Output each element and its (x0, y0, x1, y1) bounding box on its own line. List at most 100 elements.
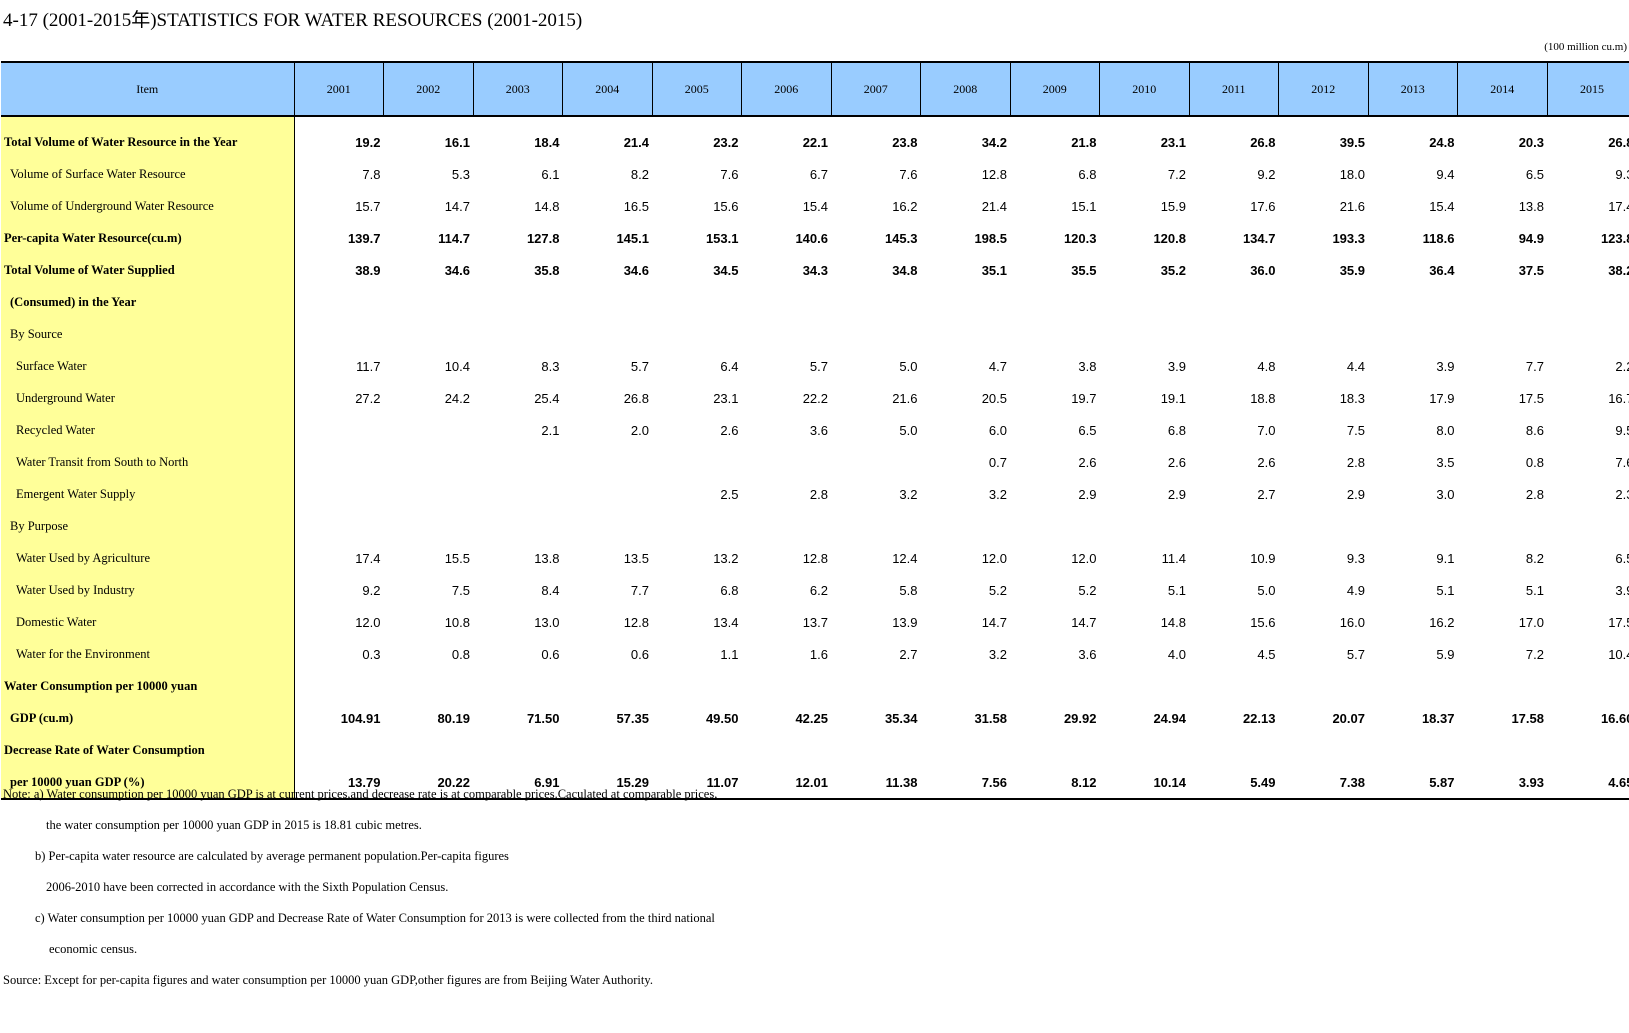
table-cell: 23.1 (1160, 135, 1186, 150)
table-cell (831, 318, 921, 350)
table-cell: 5.2 (1078, 582, 1097, 598)
row-label: Emergent Water Supply (1, 478, 295, 510)
table-cell: 6.0 (988, 422, 1007, 438)
table-cell: 3.9 (1167, 358, 1186, 374)
table-cell: 6.5 (1615, 550, 1629, 566)
table-row: Surface Water 11.7 10.4 8.3 5.7 6.4 5.7 5.0 4.7 3… (1, 350, 1629, 382)
table-cell: 4.0 (1167, 646, 1186, 662)
table-cell: 9.3 (1346, 550, 1365, 566)
table-row: Domestic Water 12.0 10.8 13.0 12.8 13.4 13.7 13… (1, 606, 1629, 638)
table-cell (384, 318, 474, 350)
table-cell: 12.8 (802, 550, 828, 566)
table-cell: 17.4 (1608, 198, 1629, 214)
table-cell: 3.93 (1457, 766, 1547, 800)
table-row: By Purpose (1, 510, 1629, 542)
table-cell: 19.1 (1160, 390, 1186, 406)
table-cell (652, 670, 742, 702)
column-header-year: 2011 (1188, 61, 1279, 117)
table-cell: 11.4 (1161, 550, 1186, 566)
table-cell: 2.2 (1615, 358, 1629, 374)
table-cell (1279, 734, 1369, 766)
table-cell: 22.1 (802, 135, 828, 150)
table-row: Underground Water 27.2 24.2 25.4 26.8 23.1 22.… (1, 382, 1629, 414)
table-cell: 12.8 (623, 614, 649, 630)
table-cell (1368, 670, 1458, 702)
table-cell: 5.0 (899, 422, 918, 438)
table-cell (563, 478, 653, 510)
column-header-year: 2014 (1457, 61, 1547, 117)
row-label: Per-capita Water Resource(cu.m) (1, 222, 295, 254)
table-cell: 42.25 (795, 710, 828, 726)
table-cell (831, 734, 921, 766)
table-cell: 10.14 (1099, 766, 1189, 800)
table-cell: 39.5 (1339, 135, 1365, 150)
table-cell: 8.6 (1525, 422, 1544, 438)
table-cell: 22.2 (802, 390, 828, 406)
table-cell (1279, 286, 1369, 318)
table-cell: 5.7 (809, 358, 828, 374)
table-cell: 7.5 (1346, 422, 1365, 438)
table-cell: 15.4 (802, 198, 828, 214)
table-cell: 15.29 (562, 766, 652, 800)
table-cell: 35.2 (1160, 262, 1186, 278)
table-cell: 2.7 (1257, 486, 1276, 502)
table-cell (1100, 318, 1190, 350)
table-cell: 29.92 (1063, 710, 1097, 726)
table-cell: 13.8 (534, 550, 560, 566)
table-cell: 23.2 (713, 135, 739, 150)
row-label: GDP (cu.m) (1, 702, 295, 734)
table-row: GDP (cu.m) 104.91 80.19 71.50 57.35 49.50 42.2… (1, 702, 1629, 734)
table-cell: 6.7 (809, 166, 828, 182)
table-cell (1547, 286, 1629, 318)
table-cell: 7.7 (630, 582, 649, 598)
row-label: Volume of Surface Water Resource (1, 158, 295, 190)
table-row: Water Used by Agriculture 17.4 15.5 13.8 13.… (1, 542, 1629, 574)
table-cell (563, 286, 653, 318)
table-cell: 139.7 (347, 230, 381, 246)
table-cell: 3.9 (1615, 582, 1629, 598)
table-cell: 13.9 (892, 614, 918, 630)
table-row: By Source (1, 318, 1629, 350)
table-cell (1547, 734, 1629, 766)
table-cell: 118.6 (1422, 230, 1455, 246)
row-label: Water Used by Industry (1, 574, 295, 606)
table-cell: 14.8 (1160, 614, 1186, 630)
note-line: Note: a) Water consumption per 10000 yua… (3, 787, 718, 801)
table-cell: 0.8 (1525, 454, 1544, 470)
table-cell (1458, 286, 1548, 318)
table-cell: 5.1 (1167, 582, 1186, 598)
table-cell: 2.6 (1167, 454, 1186, 470)
table-cell: 5.2 (988, 582, 1007, 598)
table-cell: 20.22 (383, 766, 473, 800)
table-cell: 12.8 (981, 166, 1007, 182)
table-cell (1368, 286, 1458, 318)
table-cell (1458, 318, 1548, 350)
note-line: c) Water consumption per 10000 yuan GDP … (35, 911, 715, 925)
table-cell: 104.91 (340, 710, 381, 726)
column-header-year: 2006 (741, 61, 831, 117)
table-cell (294, 670, 384, 702)
table-cell (1368, 318, 1458, 350)
table-cell (1547, 670, 1629, 702)
table-cell: 9.2 (1257, 166, 1276, 182)
table-cell: 8.4 (541, 582, 560, 598)
table-cell: 34.2 (981, 135, 1007, 150)
table-cell: 16.5 (623, 198, 649, 214)
table-cell: 5.1 (1436, 582, 1455, 598)
source-line: Source: Except for per-capita figures an… (3, 973, 653, 987)
table-cell: 23.8 (892, 135, 918, 150)
table-cell: 3.5 (1436, 454, 1455, 470)
table-cell: 5.7 (630, 358, 649, 374)
table-cell: 7.6 (899, 166, 918, 182)
table-cell: 15.9 (1160, 198, 1186, 214)
table-cell: 8.0 (1436, 422, 1455, 438)
table-cell: 145.1 (616, 230, 649, 246)
table-cell: 140.6 (795, 230, 828, 246)
table-cell (1189, 670, 1279, 702)
table-cell: 3.0 (1436, 486, 1455, 502)
table-cell: 9.4 (1436, 166, 1455, 182)
table-cell: 2.9 (1346, 486, 1365, 502)
table-cell: 3.2 (988, 486, 1007, 502)
table-cell: 8.12 (1010, 766, 1100, 800)
table-cell (1547, 318, 1629, 350)
